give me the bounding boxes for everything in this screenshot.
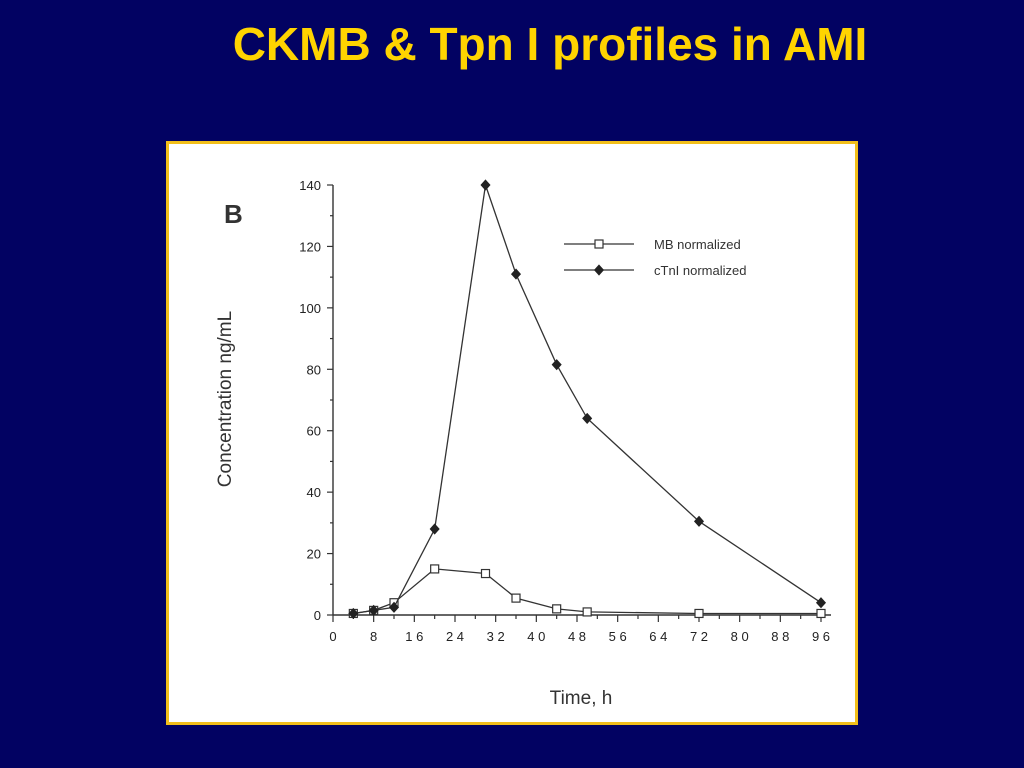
- x-tick-label: 5 6: [609, 629, 627, 644]
- data-point-mb-normalized: [582, 607, 592, 617]
- y-tick-label: 120: [299, 239, 321, 254]
- x-tick-label: 8 8: [771, 629, 789, 644]
- data-point-ctni-normalized: [551, 359, 562, 371]
- data-point-ctni-normalized: [368, 604, 379, 616]
- y-tick-label: 20: [307, 547, 321, 562]
- chart-legend: MB normalized cTnI normalized: [564, 237, 746, 278]
- y-tick-label: 0: [314, 608, 321, 623]
- y-tick-label: 60: [307, 424, 321, 439]
- x-axis-title: Time, h: [550, 688, 613, 709]
- x-tick-label: 9 6: [812, 629, 830, 644]
- x-tick-label: 2 4: [446, 629, 464, 644]
- y-tick-label: 140: [299, 178, 321, 193]
- data-point-mb-normalized: [430, 564, 440, 574]
- x-tick-label: 8 0: [731, 629, 749, 644]
- x-tick-label: 1 6: [405, 629, 423, 644]
- data-point-ctni-normalized: [348, 607, 359, 620]
- data-point-ctni-normalized: [480, 179, 491, 191]
- series-line-mb-normalized: [353, 568, 821, 615]
- y-tick-label: 80: [307, 362, 321, 377]
- data-point-mb-normalized: [511, 593, 521, 603]
- slide-title: CKMB & Tpn I profiles in AMI: [232, 18, 868, 70]
- legend-marker-ctni-normalized: [593, 264, 605, 276]
- data-point-ctni-normalized: [693, 515, 705, 527]
- x-tick-label: 4 8: [568, 629, 586, 644]
- data-point-mb-normalized: [552, 604, 562, 614]
- x-tick-label: 0: [329, 629, 336, 644]
- legend-marker-mb-normalized: [594, 239, 604, 249]
- y-tick-label: 100: [299, 301, 321, 316]
- legend-label-ctni-normalized: cTnI normalized: [654, 263, 746, 278]
- data-point-mb-normalized: [480, 568, 491, 579]
- line-chart: B Concentration ng/mL Time, h 0204060801…: [215, 178, 831, 709]
- x-tick-label: 4 0: [527, 629, 545, 644]
- data-point-mb-normalized: [694, 608, 704, 619]
- data-point-ctni-normalized: [582, 412, 593, 425]
- data-point-ctni-normalized: [388, 601, 400, 613]
- x-tick-label: 7 2: [690, 629, 708, 644]
- chart-series: [348, 179, 827, 620]
- legend-label-mb-normalized: MB normalized: [654, 237, 741, 252]
- x-tick-label: 6 4: [649, 629, 667, 644]
- data-point-ctni-normalized: [429, 523, 440, 535]
- x-tick-label: 3 2: [487, 629, 505, 644]
- panel-label: B: [224, 199, 243, 229]
- y-tick-label: 40: [307, 485, 321, 500]
- data-point-ctni-normalized: [510, 268, 522, 280]
- chart-axes: 0 20 40 60 80 100 120 140 0 8 1 6 2 4 3 2 4 0 4 8 5 6 6 …: [299, 178, 831, 644]
- chart-figure-frame: B Concentration ng/mL Time, h 0 20 40 60 80 1…: [166, 141, 858, 725]
- data-point-ctni-normalized: [815, 597, 827, 609]
- x-tick-label: 8: [370, 629, 377, 644]
- series-line-ctni-normalized: [353, 184, 822, 615]
- y-axis-title: Concentration ng/mL: [215, 311, 236, 487]
- data-point-mb-normalized: [816, 608, 826, 619]
